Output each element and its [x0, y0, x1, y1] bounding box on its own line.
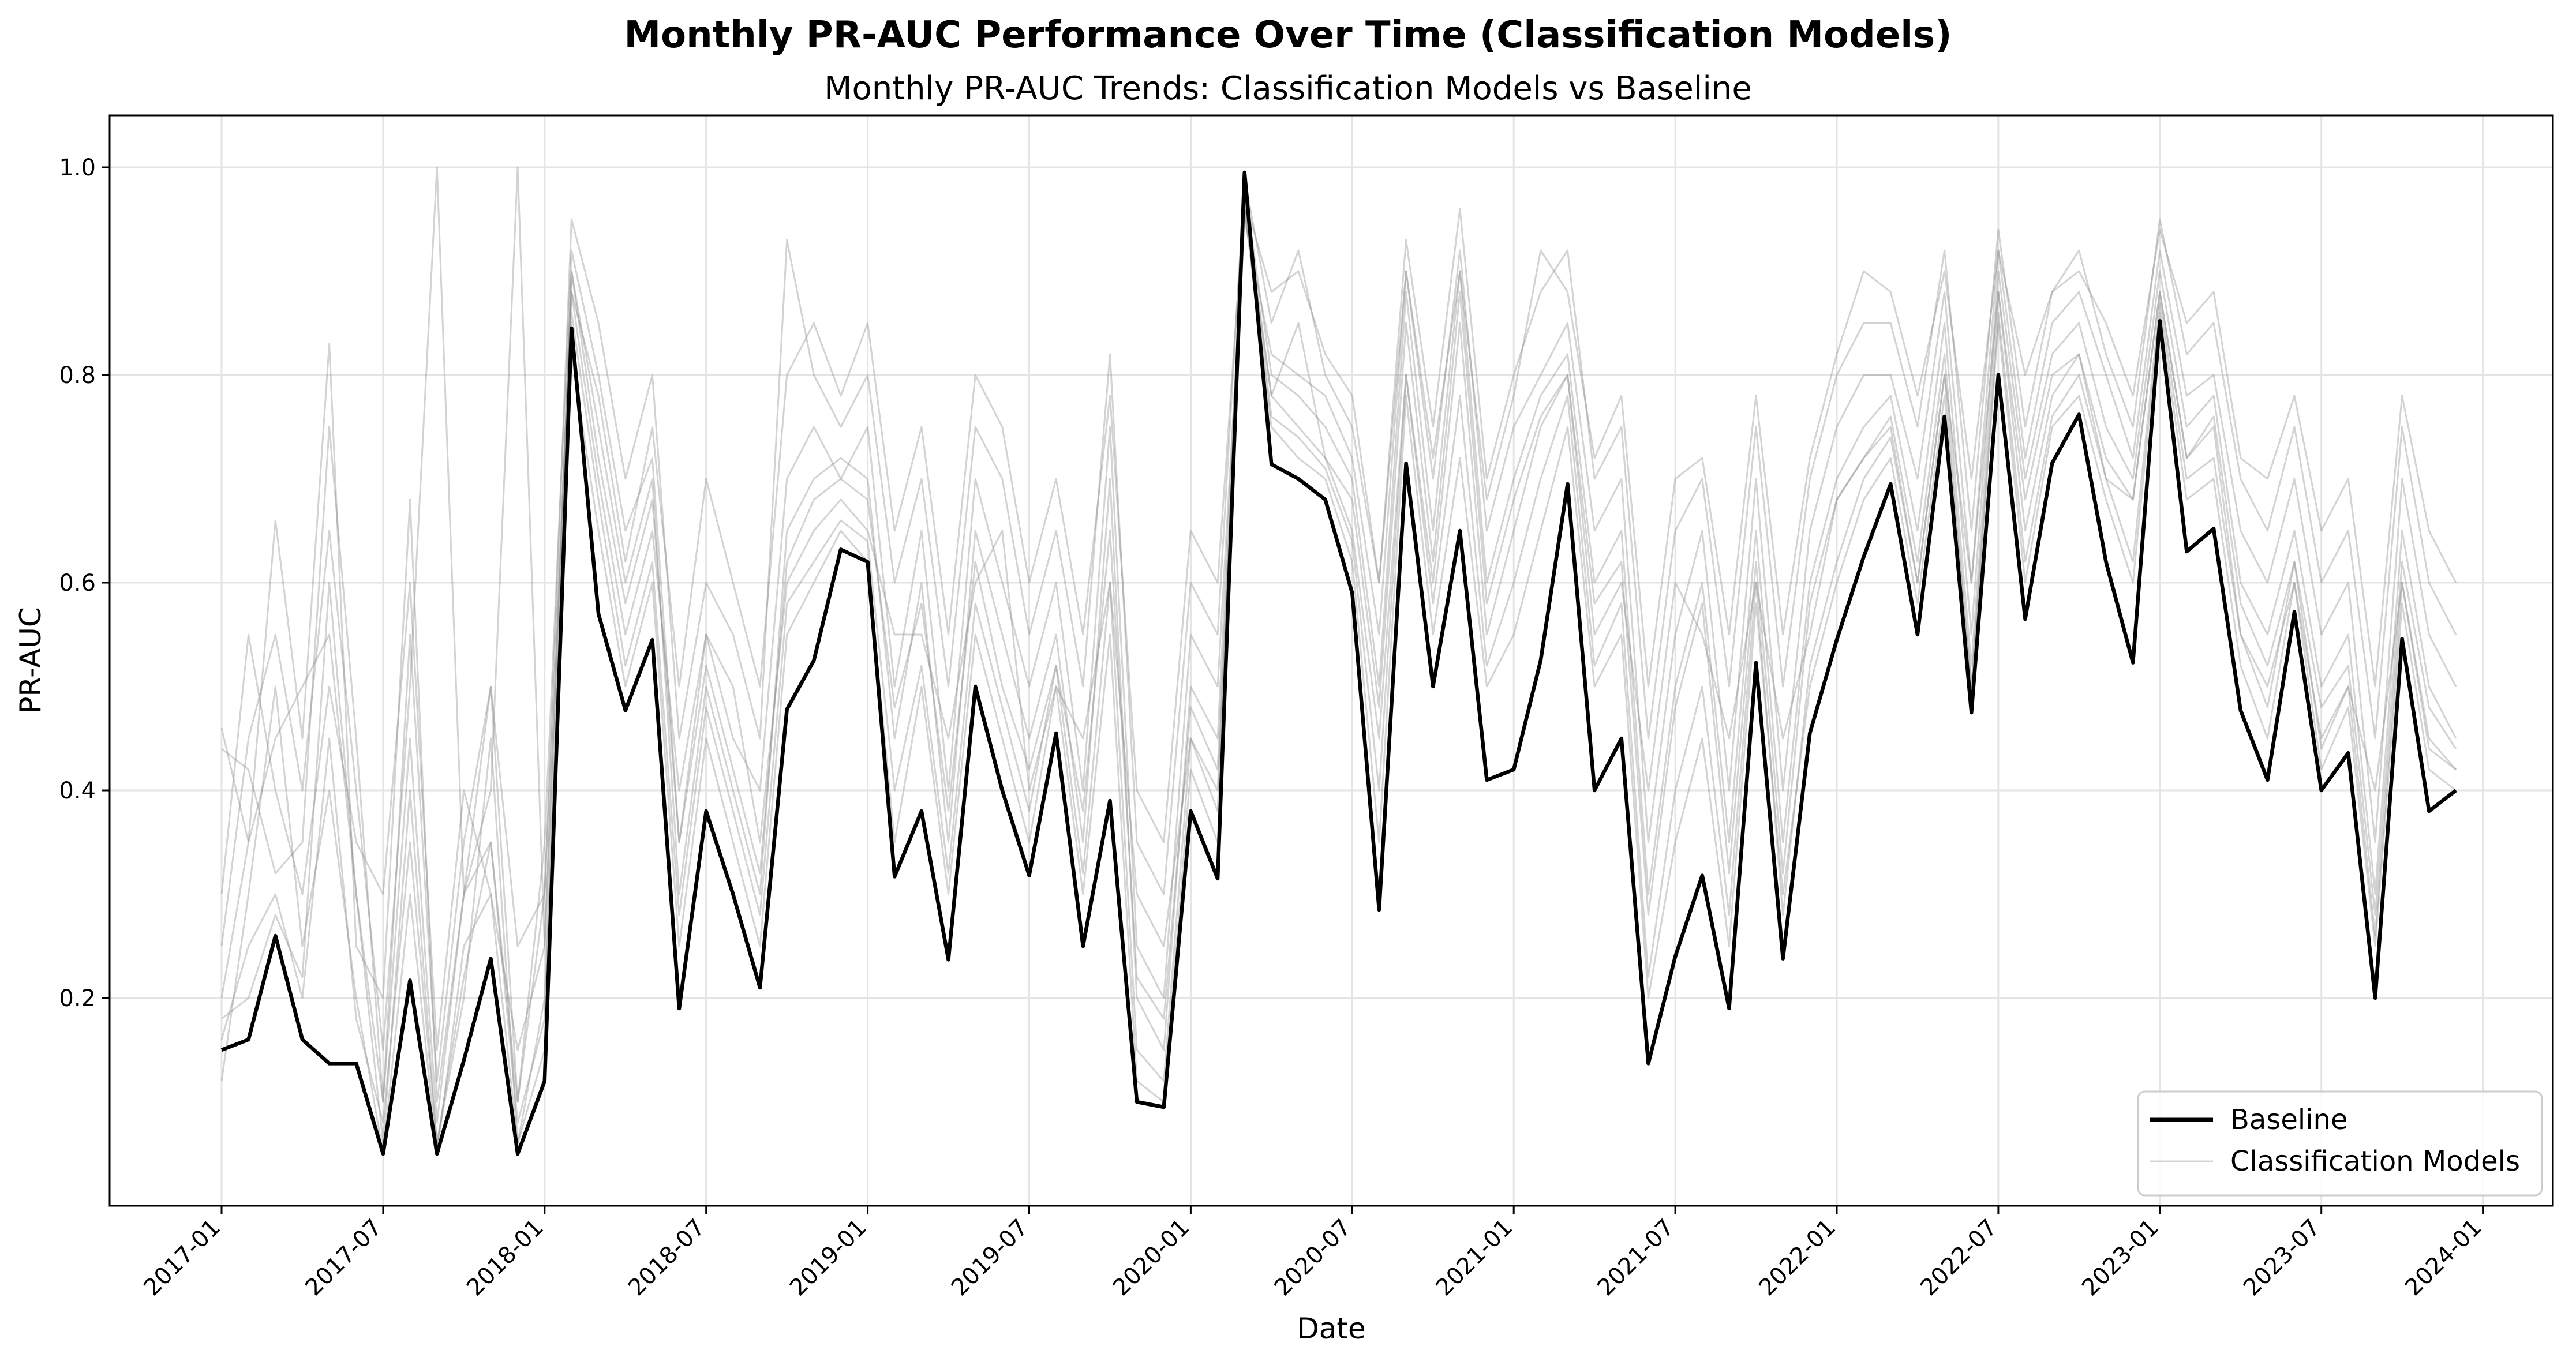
- y-axis-label: PR-AUC: [14, 607, 47, 714]
- grid: [110, 115, 2553, 1206]
- y-tick-label: 0.2: [59, 985, 96, 1012]
- x-tick-label: 2018-07: [623, 1214, 710, 1302]
- legend-label-models: Classification Models: [2230, 1145, 2520, 1178]
- plot-area: [110, 115, 2553, 1206]
- y-axis: 0.2 0.4 0.6 0.8 1.0: [59, 155, 110, 1012]
- plot-frame: [108, 114, 2554, 1207]
- x-tick-label: 2019-07: [946, 1214, 1034, 1302]
- baseline-series-line: [220, 170, 2457, 1156]
- x-tick-label: 2023-01: [2077, 1214, 2164, 1302]
- x-tick-label: 2019-01: [785, 1214, 872, 1302]
- y-tick-label: 0.8: [59, 362, 96, 389]
- y-tick-label: 1.0: [59, 155, 96, 181]
- x-tick-label: 2024-01: [2400, 1214, 2487, 1302]
- x-tick-label: 2017-01: [138, 1214, 226, 1302]
- legend-label-baseline: Baseline: [2230, 1104, 2348, 1136]
- x-axis-label: Date: [1297, 1312, 1366, 1345]
- model-series-line: [220, 166, 2457, 1051]
- model-series-line: [220, 177, 2457, 1103]
- x-tick-label: 2022-01: [1754, 1214, 1841, 1302]
- model-series-line: [220, 208, 2457, 1155]
- chart-title: Monthly PR-AUC Performance Over Time (Cl…: [624, 14, 1952, 57]
- model-series-line: [221, 218, 2457, 1103]
- y-tick-label: 0.4: [59, 778, 96, 804]
- model-series-line: [220, 197, 2457, 1051]
- x-tick-label: 2018-01: [462, 1214, 549, 1302]
- model-series-line: [220, 197, 2457, 1145]
- model-series-group: [220, 166, 2457, 1155]
- x-tick-label: 2022-07: [1915, 1214, 2002, 1302]
- baseline-series-group: [220, 170, 2457, 1156]
- x-tick-label: 2020-07: [1270, 1214, 1357, 1302]
- x-axis: 2017-01 2017-07 2018-01 2018-07 2019-01 2019-…: [138, 1206, 2487, 1301]
- x-tick-label: 2023-07: [2238, 1214, 2326, 1302]
- x-tick-label: 2021-01: [1431, 1214, 1518, 1302]
- model-series-line: [221, 187, 2457, 1145]
- y-tick-label: 0.6: [59, 570, 96, 597]
- legend-box: [2137, 1090, 2543, 1197]
- model-series-line: [220, 197, 2457, 1124]
- chart-subtitle: Monthly PR-AUC Trends: Classification Mo…: [824, 70, 1752, 107]
- x-tick-label: 2017-07: [300, 1214, 387, 1302]
- x-tick-label: 2021-07: [1592, 1214, 1679, 1302]
- legend: Baseline Classification Models: [2137, 1090, 2543, 1197]
- x-tick-label: 2020-01: [1108, 1214, 1195, 1302]
